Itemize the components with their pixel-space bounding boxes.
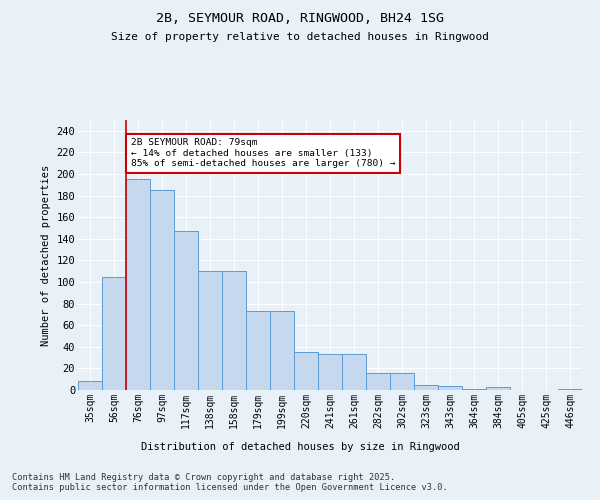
Bar: [294, 352, 318, 390]
Bar: [342, 354, 366, 390]
Bar: [270, 311, 294, 390]
Bar: [174, 231, 198, 390]
Bar: [150, 190, 174, 390]
Bar: [558, 389, 582, 390]
Y-axis label: Number of detached properties: Number of detached properties: [41, 164, 51, 346]
Bar: [486, 387, 510, 390]
Bar: [390, 372, 414, 390]
Bar: [198, 271, 222, 390]
Bar: [318, 354, 342, 390]
Text: 2B SEYMOUR ROAD: 79sqm
← 14% of detached houses are smaller (133)
85% of semi-de: 2B SEYMOUR ROAD: 79sqm ← 14% of detached…: [131, 138, 395, 168]
Text: Contains HM Land Registry data © Crown copyright and database right 2025.
Contai: Contains HM Land Registry data © Crown c…: [12, 472, 448, 492]
Bar: [102, 276, 126, 390]
Bar: [414, 384, 438, 390]
Text: Distribution of detached houses by size in Ringwood: Distribution of detached houses by size …: [140, 442, 460, 452]
Bar: [222, 271, 246, 390]
Text: Size of property relative to detached houses in Ringwood: Size of property relative to detached ho…: [111, 32, 489, 42]
Text: 2B, SEYMOUR ROAD, RINGWOOD, BH24 1SG: 2B, SEYMOUR ROAD, RINGWOOD, BH24 1SG: [156, 12, 444, 26]
Bar: [246, 311, 270, 390]
Bar: [366, 372, 390, 390]
Bar: [438, 386, 462, 390]
Bar: [126, 180, 150, 390]
Bar: [78, 382, 102, 390]
Bar: [462, 389, 486, 390]
